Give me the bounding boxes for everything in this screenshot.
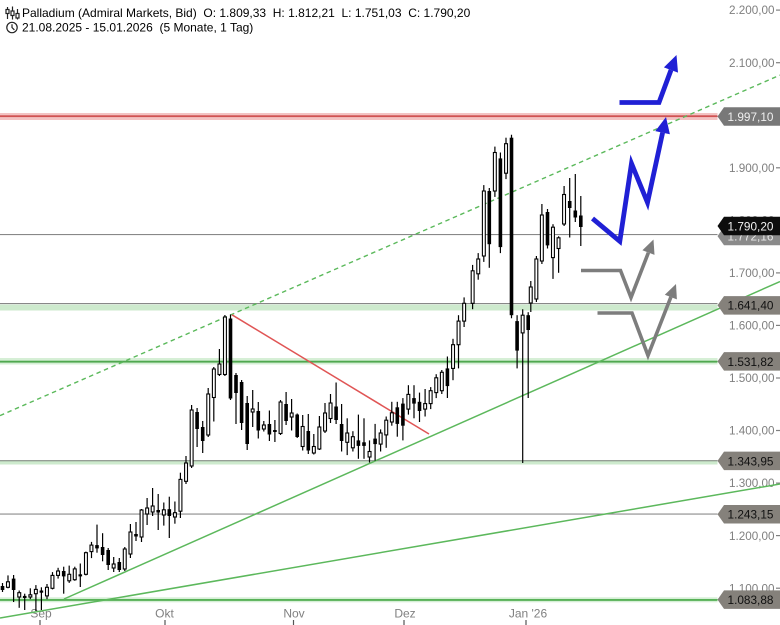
svg-text:1.400,00: 1.400,00 bbox=[729, 425, 775, 438]
svg-text:Dez: Dez bbox=[394, 607, 415, 621]
svg-text:1.641,40: 1.641,40 bbox=[728, 299, 774, 313]
svg-text:1.531,82: 1.531,82 bbox=[728, 355, 774, 369]
svg-text:1.500,00: 1.500,00 bbox=[729, 372, 775, 385]
svg-text:Jan '26: Jan '26 bbox=[509, 607, 548, 621]
svg-text:1.600,00: 1.600,00 bbox=[729, 320, 775, 333]
svg-text:Okt: Okt bbox=[155, 607, 174, 621]
svg-text:1.900,00: 1.900,00 bbox=[729, 162, 775, 175]
svg-text:1.700,00: 1.700,00 bbox=[729, 267, 775, 280]
svg-text:2.100,00: 2.100,00 bbox=[729, 57, 775, 70]
svg-text:1.790,20: 1.790,20 bbox=[728, 219, 774, 233]
svg-text:1.083,88: 1.083,88 bbox=[728, 593, 774, 607]
svg-text:Nov: Nov bbox=[283, 607, 304, 621]
svg-text:2.200,00: 2.200,00 bbox=[729, 4, 775, 17]
svg-text:1.200,00: 1.200,00 bbox=[729, 530, 775, 543]
svg-text:21.08.2025 - 15.01.2026 (5 Mo: 21.08.2025 - 15.01.2026 (5 Monate, 1 Tag… bbox=[22, 21, 253, 35]
svg-text:1.243,15: 1.243,15 bbox=[728, 508, 774, 522]
svg-text:1.343,95: 1.343,95 bbox=[728, 454, 774, 468]
svg-text:Palladium (Admiral Markets, Bi: Palladium (Admiral Markets, Bid) O: 1.80… bbox=[22, 6, 471, 20]
svg-text:1.997,10: 1.997,10 bbox=[728, 110, 774, 124]
